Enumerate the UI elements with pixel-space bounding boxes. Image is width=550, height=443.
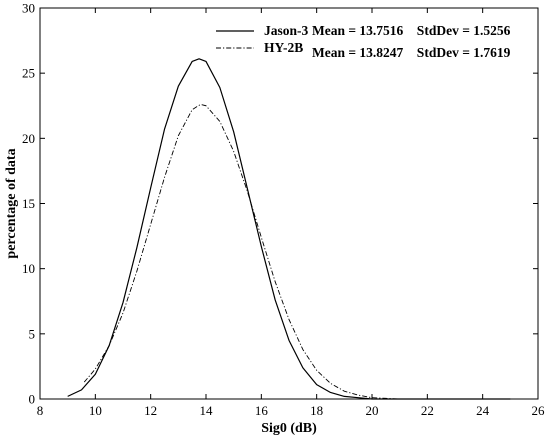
legend-series-name: Jason-3 <box>264 23 309 38</box>
series-line-jason-3 <box>67 58 511 400</box>
series-line-hy-2b <box>83 104 511 400</box>
legend: Jason-3 Mean = 13.7516 StdDev = 1.5256 HY-… <box>216 23 511 60</box>
x-tick-label: 8 <box>37 403 44 418</box>
y-tick-label: 30 <box>22 1 35 16</box>
y-tick-label: 15 <box>22 196 35 211</box>
series-group <box>67 58 511 400</box>
x-tick-label: 24 <box>476 403 490 418</box>
y-tick-label: 0 <box>29 392 36 407</box>
x-tick-label: 22 <box>421 403 434 418</box>
y-axis-label: percentage of data <box>4 148 19 258</box>
legend-series-name: HY-2B <box>264 40 303 55</box>
y-axis-ticks: 0 5 10 15 20 25 30 <box>22 1 538 407</box>
x-tick-label: 12 <box>144 403 157 418</box>
legend-series-stats: Mean = 13.7516 StdDev = 1.5256 <box>312 23 511 38</box>
y-tick-label: 5 <box>29 326 36 341</box>
x-tick-label: 14 <box>200 403 214 418</box>
x-tick-label: 20 <box>366 403 379 418</box>
x-tick-label: 16 <box>255 403 269 418</box>
y-tick-label: 20 <box>22 131 35 146</box>
legend-series-stats: Mean = 13.8247 StdDev = 1.7619 <box>312 45 511 60</box>
x-tick-label: 26 <box>532 403 546 418</box>
x-axis-label: Sig0 (dB) <box>261 421 317 436</box>
y-tick-label: 25 <box>22 66 35 81</box>
x-tick-label: 10 <box>89 403 102 418</box>
y-tick-label: 10 <box>22 261 35 276</box>
x-axis-ticks: 8 10 12 14 16 18 20 22 24 26 <box>37 8 545 418</box>
x-tick-label: 18 <box>310 403 323 418</box>
